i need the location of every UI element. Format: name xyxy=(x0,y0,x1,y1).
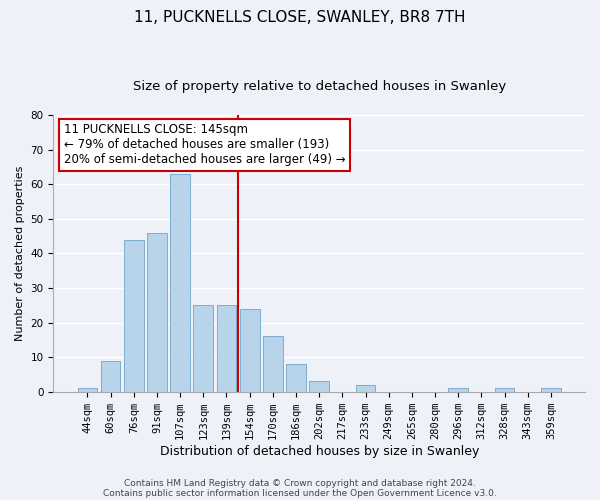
Bar xyxy=(193,305,213,392)
Bar xyxy=(448,388,468,392)
Text: 11, PUCKNELLS CLOSE, SWANLEY, BR8 7TH: 11, PUCKNELLS CLOSE, SWANLEY, BR8 7TH xyxy=(134,10,466,25)
Bar xyxy=(147,232,167,392)
Text: Contains HM Land Registry data © Crown copyright and database right 2024.: Contains HM Land Registry data © Crown c… xyxy=(124,478,476,488)
Bar xyxy=(495,388,514,392)
Text: 11 PUCKNELLS CLOSE: 145sqm
← 79% of detached houses are smaller (193)
20% of sem: 11 PUCKNELLS CLOSE: 145sqm ← 79% of deta… xyxy=(64,124,346,166)
X-axis label: Distribution of detached houses by size in Swanley: Distribution of detached houses by size … xyxy=(160,444,479,458)
Bar xyxy=(170,174,190,392)
Bar xyxy=(541,388,561,392)
Bar xyxy=(77,388,97,392)
Bar xyxy=(286,364,306,392)
Bar xyxy=(263,336,283,392)
Bar xyxy=(217,305,236,392)
Title: Size of property relative to detached houses in Swanley: Size of property relative to detached ho… xyxy=(133,80,506,93)
Bar xyxy=(356,385,376,392)
Bar xyxy=(310,382,329,392)
Bar xyxy=(240,308,260,392)
Text: Contains public sector information licensed under the Open Government Licence v3: Contains public sector information licen… xyxy=(103,488,497,498)
Y-axis label: Number of detached properties: Number of detached properties xyxy=(15,166,25,341)
Bar xyxy=(124,240,143,392)
Bar xyxy=(101,360,121,392)
